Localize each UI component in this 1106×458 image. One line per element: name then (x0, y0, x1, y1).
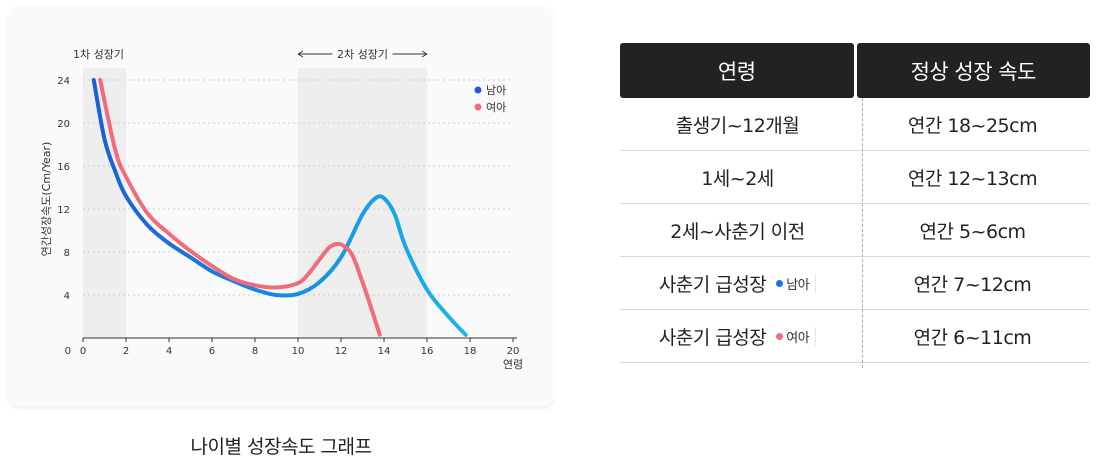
header-normal-growth: 정상 성장 속도 (856, 43, 1090, 98)
x-tick-label: 16 (421, 346, 434, 357)
age-cell: 1세~2세 (701, 167, 774, 190)
right-arrow-head-icon (421, 50, 428, 58)
age-cell: 2세~사춘기 이전 (670, 220, 805, 243)
y-tick-label: 12 (57, 205, 70, 216)
growth-period-label: 2차 성장기 (337, 48, 388, 61)
y-tick-label: 24 (57, 76, 70, 87)
rate-cell: 연간 18~25cm (907, 114, 1038, 137)
y-tick-label: 4 (64, 291, 70, 302)
chart-card: 1차 성장기 2차 성장기 0 2 4 6 8 10 12 14 16 18 20 0 4 8 12 16 20 24… (8, 6, 554, 406)
legend-dot-icon (474, 103, 482, 111)
sex-tag: 여아 (766, 326, 817, 346)
table-row: 사춘기 급성장 남아 연간 7~12cm (620, 257, 1090, 310)
x-tick-label: 18 (464, 346, 477, 357)
legend-label: 여아 (486, 101, 506, 114)
y-axis-label: 연간성장속도(Cm/Year) (40, 142, 53, 257)
x-tick-label: 20 (507, 346, 520, 357)
growth-period-label: 1차 성장기 (73, 48, 124, 61)
table-row: 출생기~12개월 연간 18~25cm (620, 98, 1090, 151)
age-cell: 출생기~12개월 (675, 114, 800, 137)
female-series-line (98, 78, 382, 337)
column-divider (862, 98, 863, 368)
y-tick-label: 20 (57, 119, 70, 130)
header-age: 연령 (620, 43, 854, 98)
growth-table: 연령 정상 성장 속도 출생기~12개월 연간 18~25cm 1세~2세 연간… (620, 43, 1090, 368)
x-tick-label: 12 (335, 346, 348, 357)
x-tick-label: 4 (166, 346, 172, 357)
male-series-line (91, 78, 468, 337)
x-tick-label: 14 (378, 346, 391, 357)
sex-tag-label: 여아 (786, 330, 810, 346)
rate-cell: 연간 12~13cm (907, 167, 1038, 190)
legend-label: 남아 (486, 84, 506, 97)
growth-period-band (298, 68, 427, 338)
chart-caption: 나이별 성장속도 그래프 (190, 436, 372, 458)
x-tick-label: 8 (252, 346, 258, 357)
male-dot-icon (776, 279, 784, 287)
age-cell: 사춘기 급성장 여아 (620, 310, 855, 362)
left-arrow-head-icon (297, 50, 304, 58)
growth-period-band (83, 68, 126, 338)
rate-cell: 연간 7~12cm (913, 273, 1032, 296)
age-text: 사춘기 급성장 (658, 273, 767, 296)
x-tick-label: 2 (123, 346, 129, 357)
x-tick-label: 0 (80, 346, 86, 357)
y-tick-label: 16 (57, 162, 70, 173)
y-tick-label: 0 (65, 346, 71, 357)
female-dot-icon (776, 332, 784, 340)
rate-cell: 연간 5~6cm (919, 220, 1026, 243)
table-row: 1세~2세 연간 12~13cm (620, 151, 1090, 204)
table-header: 연령 정상 성장 속도 (620, 43, 1090, 98)
rate-cell: 연간 6~11cm (913, 326, 1032, 349)
table-row: 사춘기 급성장 여아 연간 6~11cm (620, 310, 1090, 363)
y-tick-label: 8 (64, 248, 70, 259)
x-axis-label: 연령 (503, 358, 523, 371)
sex-tag-label: 남아 (786, 277, 810, 293)
age-cell: 사춘기 급성장 남아 (620, 257, 855, 309)
legend-dot-icon (474, 86, 482, 94)
x-tick-label: 10 (292, 346, 305, 357)
x-tick-label: 6 (209, 346, 215, 357)
age-text: 사춘기 급성장 (658, 326, 767, 349)
table-row: 2세~사춘기 이전 연간 5~6cm (620, 204, 1090, 257)
sex-tag: 남아 (766, 273, 817, 293)
